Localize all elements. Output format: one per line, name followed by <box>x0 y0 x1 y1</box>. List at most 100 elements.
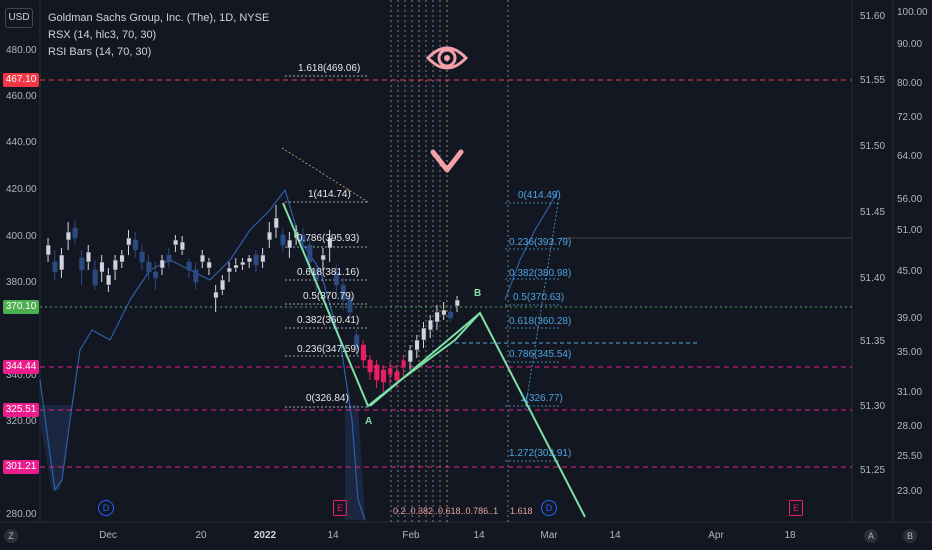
candle-body[interactable] <box>199 254 206 263</box>
left-axis-label: 340.00 <box>6 370 37 381</box>
candle-body[interactable] <box>273 217 279 229</box>
indicator-rsi-bars[interactable]: RSI Bars (14, 70, 30) <box>48 46 152 58</box>
candle-body[interactable] <box>454 299 460 307</box>
candle-body[interactable] <box>374 364 380 381</box>
candle-body[interactable] <box>59 254 65 271</box>
mid-axis-label: 51.45 <box>860 207 886 218</box>
price-tag-301[interactable]: 301.21 <box>3 460 39 474</box>
dividend-marker[interactable]: D <box>98 500 114 516</box>
fib-right-lines[interactable] <box>505 202 560 462</box>
osc-axis-label: 45.00 <box>897 266 923 277</box>
candle-body[interactable] <box>394 371 400 381</box>
candle-body[interactable] <box>112 259 118 271</box>
candle-body[interactable] <box>139 251 145 263</box>
candle-body[interactable] <box>347 297 353 313</box>
candle-body[interactable] <box>287 239 293 249</box>
candle-body[interactable] <box>65 231 71 241</box>
wave-b-leg[interactable] <box>369 312 481 407</box>
candle-body[interactable] <box>387 367 393 376</box>
candle-body[interactable] <box>260 254 266 263</box>
candle-body[interactable] <box>340 284 346 301</box>
candle-body[interactable] <box>360 344 366 361</box>
fib-left-lines[interactable] <box>285 75 368 408</box>
candle-body[interactable] <box>421 327 427 341</box>
candle-body[interactable] <box>132 239 138 251</box>
candle-body[interactable] <box>79 257 85 271</box>
candle-body[interactable] <box>233 264 239 269</box>
candle-body[interactable] <box>213 291 219 299</box>
earnings-marker[interactable]: E <box>789 500 803 516</box>
candle-body[interactable] <box>354 334 360 349</box>
candle-body[interactable] <box>427 319 434 331</box>
time-grid-lines <box>390 0 509 522</box>
candle-body[interactable] <box>327 237 333 249</box>
candle-body[interactable] <box>92 269 98 286</box>
chevron-down-icon[interactable] <box>430 149 464 173</box>
candle-body[interactable] <box>414 339 420 351</box>
candle-body[interactable] <box>253 254 259 266</box>
mid-axis-label: 51.55 <box>860 75 886 86</box>
candle-body[interactable] <box>380 369 387 383</box>
mid-axis-label: 51.50 <box>860 141 886 152</box>
candle-body[interactable] <box>240 261 246 266</box>
candle-body[interactable] <box>45 244 51 256</box>
fib-time-labels: 0.2..0.382..0.618..0.786..1 <box>393 506 499 516</box>
candle-body[interactable] <box>280 234 286 246</box>
candle-body[interactable] <box>206 261 212 269</box>
candle-body[interactable] <box>99 261 105 273</box>
price-tag-370[interactable]: 370.10 <box>3 300 39 314</box>
time-grid-lines-warm <box>418 0 448 522</box>
candle-body[interactable] <box>434 311 440 323</box>
candle-body[interactable] <box>300 234 306 243</box>
earnings-marker[interactable]: E <box>333 500 347 516</box>
candle-body[interactable] <box>126 237 132 246</box>
candle-body[interactable] <box>193 269 199 283</box>
candle-body[interactable] <box>159 259 165 269</box>
candle-body[interactable] <box>52 261 58 273</box>
left-axis-label: 440.00 <box>6 137 37 148</box>
candle-body[interactable] <box>401 359 407 369</box>
abc-wave-line[interactable] <box>282 202 586 518</box>
wave-label-a[interactable]: A <box>365 416 373 427</box>
fib-ext-label: 1.272(302.91) <box>509 448 572 459</box>
candle-body[interactable] <box>226 267 232 273</box>
candle-body[interactable] <box>186 261 192 271</box>
candle-body[interactable] <box>153 271 159 279</box>
left-axis-label: 400.00 <box>6 231 37 242</box>
candle-body[interactable] <box>320 254 326 261</box>
candle-body[interactable] <box>179 241 185 251</box>
zoom-reset-button[interactable]: Z <box>4 529 18 543</box>
symbol-title[interactable]: Goldman Sachs Group, Inc. (The), 1D, NYS… <box>48 12 270 24</box>
candlestick-series[interactable] <box>45 205 460 392</box>
candle-body[interactable] <box>407 349 413 363</box>
log-scale-button[interactable]: B <box>903 529 917 543</box>
price-tag-325[interactable]: 325.51 <box>3 403 39 417</box>
candle-body[interactable] <box>72 227 78 239</box>
candle-body[interactable] <box>220 279 226 291</box>
rsx-oversold-area <box>40 405 72 490</box>
candle-body[interactable] <box>173 239 179 246</box>
candle-body[interactable] <box>307 244 313 263</box>
time-axis-label: 14 <box>609 530 621 541</box>
candle-body[interactable] <box>441 309 447 316</box>
candle-body[interactable] <box>267 231 273 241</box>
currency-badge[interactable]: USD <box>5 8 33 28</box>
candle-body[interactable] <box>448 311 454 319</box>
wave-label-b[interactable]: B <box>474 288 482 299</box>
indicator-rsx[interactable]: RSX (14, hlc3, 70, 30) <box>48 29 157 41</box>
candle-body[interactable] <box>367 359 373 373</box>
candle-body[interactable] <box>85 251 92 263</box>
dividend-marker[interactable]: D <box>541 500 557 516</box>
price-tag-467[interactable]: 467.10 <box>3 73 39 87</box>
candle-body[interactable] <box>246 257 252 263</box>
eye-icon[interactable] <box>425 46 469 70</box>
candle-body[interactable] <box>334 271 340 286</box>
candle-body[interactable] <box>146 261 152 273</box>
auto-scale-button[interactable]: A <box>864 529 878 543</box>
candle-body[interactable] <box>166 254 172 263</box>
candle-body[interactable] <box>119 254 125 263</box>
price-tag-344[interactable]: 344.44 <box>3 360 39 374</box>
candle-body[interactable] <box>106 274 112 286</box>
